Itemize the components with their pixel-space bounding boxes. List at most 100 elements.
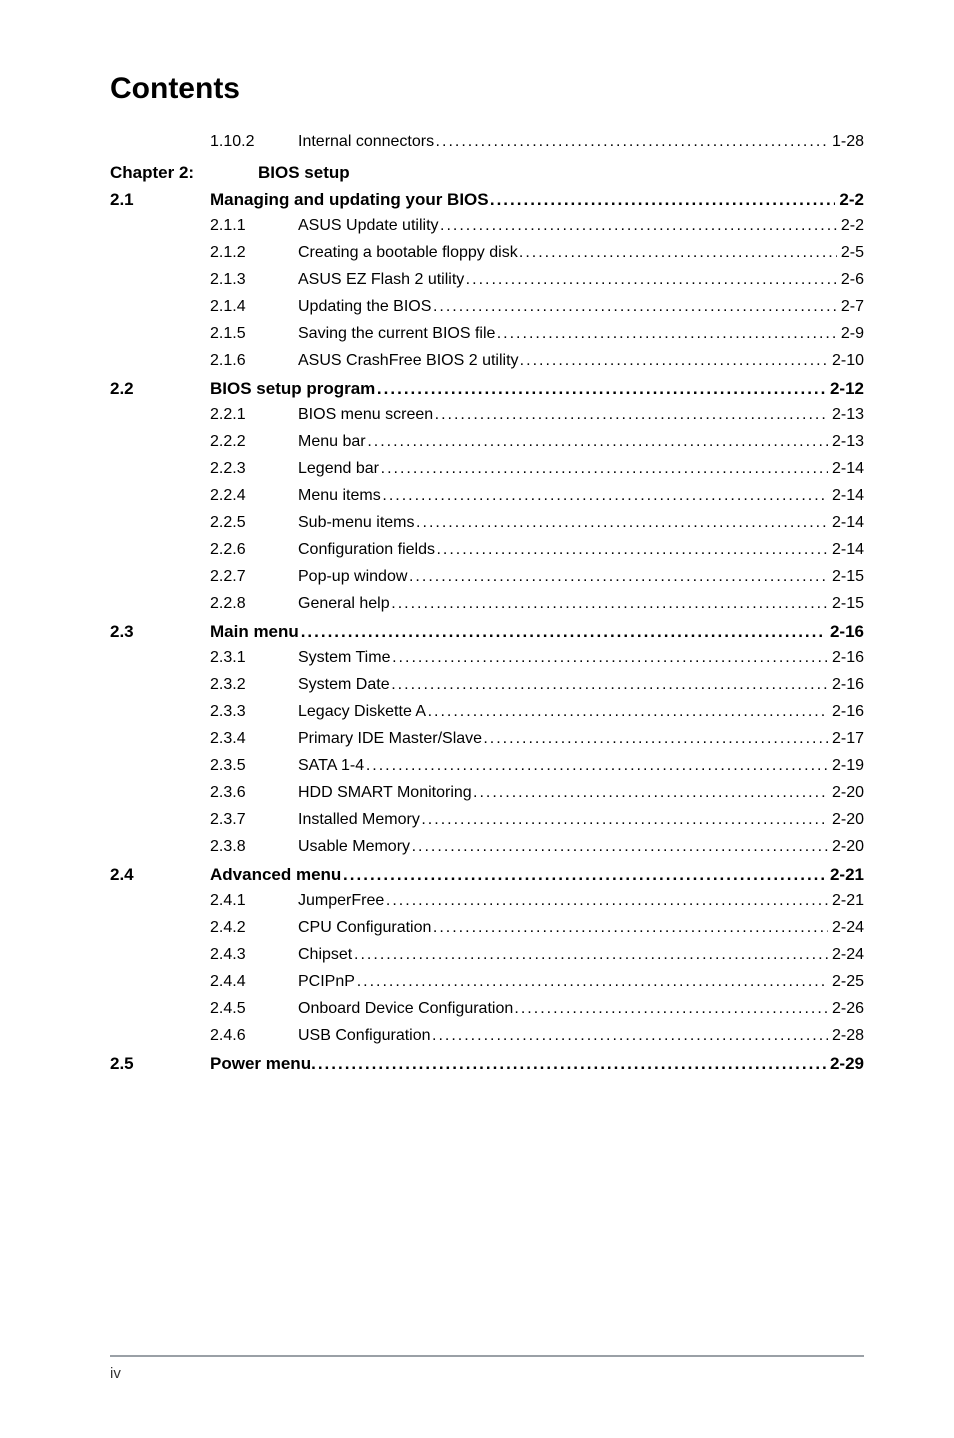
entry-label: Legend bar <box>298 461 379 477</box>
entry-page: 2-19 <box>828 758 864 774</box>
entry-page: 2-20 <box>828 785 864 801</box>
toc-entry: 2.1.1ASUS Update utility 2-2 <box>110 218 864 234</box>
section-heading: 2.4 Advanced menu 2-21 <box>110 866 864 883</box>
toc-entry: 2.3.3Legacy Diskette A 2-16 <box>110 704 864 720</box>
entry-label: JumperFree <box>298 893 384 909</box>
entry-page: 2-14 <box>828 488 864 504</box>
entry-page: 2-15 <box>828 569 864 585</box>
entry-number: 2.3.4 <box>210 731 298 747</box>
entry-label: Configuration fields <box>298 542 435 558</box>
entry-number: 2.2.4 <box>210 488 298 504</box>
toc-entry: 2.3.8Usable Memory 2-20 <box>110 839 864 855</box>
entry-page: 1-28 <box>828 134 864 150</box>
entry-number: 2.4.3 <box>210 947 298 963</box>
section-number: 2.2 <box>110 380 210 397</box>
entry-number: 2.3.3 <box>210 704 298 720</box>
entry-number: 2.2.8 <box>210 596 298 612</box>
leader-dots <box>409 569 828 585</box>
entry-page: 2-13 <box>828 434 864 450</box>
entry-label: Pop-up window <box>298 569 407 585</box>
entry-page: 2-21 <box>828 893 864 909</box>
toc-entry: 2.3.7Installed Memory 2-20 <box>110 812 864 828</box>
entry-label: BIOS menu screen <box>298 407 433 423</box>
leader-dots <box>436 542 828 558</box>
entry-label: Creating a bootable floppy disk <box>298 245 518 261</box>
toc-entry: 2.1.3ASUS EZ Flash 2 utility2-6 <box>110 272 864 288</box>
section-label: Power menu <box>210 1055 311 1072</box>
toc-entry: 2.2.2Menu bar2-13 <box>110 434 864 450</box>
entry-number: 2.1.4 <box>210 299 298 315</box>
toc-entry: 2.3.4Primary IDE Master/Slave2-17 <box>110 731 864 747</box>
leader-dots <box>357 974 828 990</box>
footer-rule <box>110 1355 864 1357</box>
leader-dots <box>436 134 828 150</box>
entry-page: 2-5 <box>837 245 864 261</box>
leader-dots <box>514 1001 828 1017</box>
entry-label: General help <box>298 596 390 612</box>
leader-dots <box>301 623 826 640</box>
entry-label: CPU Configuration <box>298 920 431 936</box>
entry-number: 2.2.6 <box>210 542 298 558</box>
leader-dots <box>311 1055 826 1072</box>
entry-label: Internal connectors <box>298 134 434 150</box>
section-number: 2.4 <box>110 866 210 883</box>
leader-dots <box>421 812 828 828</box>
entry-label: ASUS Update utility <box>298 218 439 234</box>
entry-page: 2-16 <box>828 677 864 693</box>
entry-number: 2.3.5 <box>210 758 298 774</box>
entry-number: 2.3.6 <box>210 785 298 801</box>
leader-dots <box>367 434 828 450</box>
leader-dots <box>382 488 828 504</box>
section-heading: 2.2 BIOS setup program 2-12 <box>110 380 864 397</box>
entry-label: ASUS CrashFree BIOS 2 utility <box>298 353 519 369</box>
toc-entry: 2.4.1JumperFree2-21 <box>110 893 864 909</box>
entry-label: Menu bar <box>298 434 366 450</box>
leader-dots <box>490 191 836 208</box>
entry-label: Chipset <box>298 947 352 963</box>
leader-dots <box>520 353 828 369</box>
section-page: 2-16 <box>826 623 864 640</box>
entry-page: 2-16 <box>828 704 864 720</box>
entry-number: 2.4.6 <box>210 1028 298 1044</box>
toc-entry: 2.2.3Legend bar2-14 <box>110 461 864 477</box>
toc-entry: 2.3.5SATA 1-42-19 <box>110 758 864 774</box>
leader-dots <box>519 245 837 261</box>
entry-page: 2-15 <box>828 596 864 612</box>
leader-dots <box>440 218 837 234</box>
section-heading: 2.1 Managing and updating your BIOS 2-2 <box>110 191 864 208</box>
toc-entry: 2.2.7Pop-up window2-15 <box>110 569 864 585</box>
section-number: 2.1 <box>110 191 210 208</box>
leader-dots <box>435 407 828 423</box>
toc-entry: 2.4.5Onboard Device Configuration2-26 <box>110 1001 864 1017</box>
leader-dots <box>433 299 837 315</box>
entry-label: Menu items <box>298 488 381 504</box>
toc-entry: 1.10.2 Internal connectors 1-28 <box>110 134 864 150</box>
toc-entry: 2.2.4Menu items 2-14 <box>110 488 864 504</box>
toc-entry: 2.3.6HDD SMART Monitoring 2-20 <box>110 785 864 801</box>
entry-number: 2.1.5 <box>210 326 298 342</box>
entry-number: 2.1.2 <box>210 245 298 261</box>
toc-entry: 2.1.2Creating a bootable floppy disk 2-5 <box>110 245 864 261</box>
entry-number: 2.4.4 <box>210 974 298 990</box>
leader-dots <box>497 326 837 342</box>
entry-number: 2.1.1 <box>210 218 298 234</box>
leader-dots <box>343 866 826 883</box>
entry-label: Onboard Device Configuration <box>298 1001 513 1017</box>
toc: 1.10.2 Internal connectors 1-28 Chapter … <box>110 134 864 1072</box>
entry-number: 2.3.1 <box>210 650 298 666</box>
entry-label: Saving the current BIOS file <box>298 326 495 342</box>
entry-label: Usable Memory <box>298 839 410 855</box>
section-label: Advanced menu <box>210 866 341 883</box>
leader-dots <box>428 704 828 720</box>
leader-dots <box>416 515 828 531</box>
entry-page: 2-20 <box>828 812 864 828</box>
chapter-heading: Chapter 2: BIOS setup <box>110 164 864 181</box>
leader-dots <box>366 758 828 774</box>
entry-label: PCIPnP <box>298 974 355 990</box>
toc-entry: 2.4.3Chipset2-24 <box>110 947 864 963</box>
leader-dots <box>473 785 828 801</box>
entry-number: 2.3.7 <box>210 812 298 828</box>
toc-entry: 2.3.1System Time2-16 <box>110 650 864 666</box>
entry-page: 2-2 <box>837 218 864 234</box>
entry-page: 2-16 <box>828 650 864 666</box>
